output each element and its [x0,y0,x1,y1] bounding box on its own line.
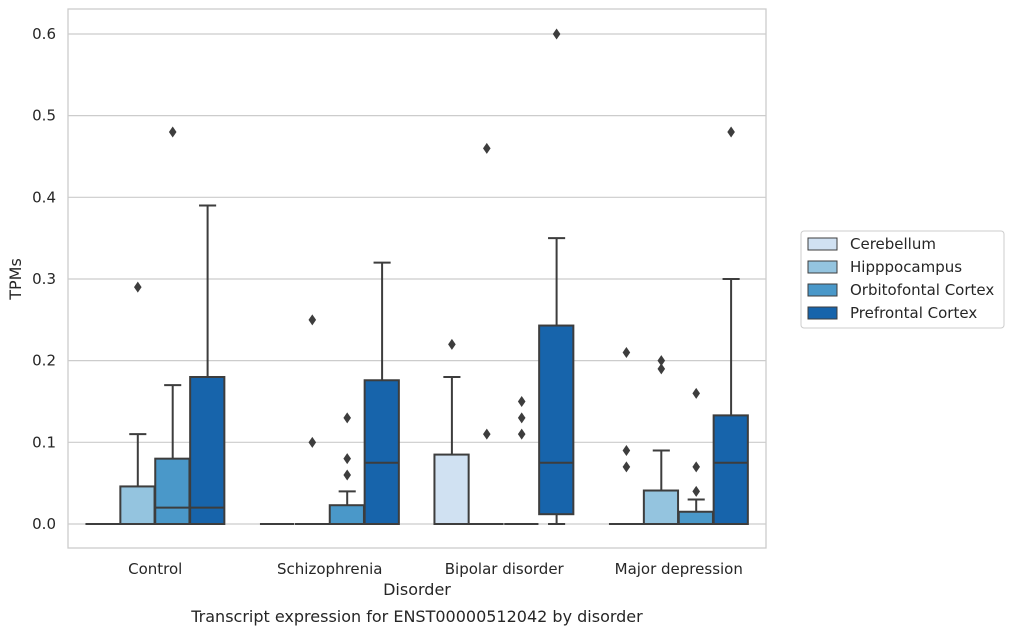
box-body [642,489,680,525]
outlier-point [692,387,700,399]
outlier-point [622,444,631,456]
outlier-point [448,338,456,350]
outlier-point [483,428,491,440]
chart-caption: Transcript expression for ENST0000051204… [190,607,643,626]
y-tick-label: 0.3 [32,270,56,288]
outlier-point [727,126,735,138]
x-axis-label: Disorder [383,580,451,599]
outlier-point [308,314,317,326]
x-tick-label: Schizophrenia [277,560,382,578]
box [328,412,365,526]
outlier-point [343,412,351,424]
y-gridlines [68,33,766,525]
y-axis-label: TPMs [6,258,25,301]
y-tick-label: 0.4 [32,188,56,206]
outlier-point [483,142,491,154]
box-body [154,457,191,525]
outlier-point [692,461,700,473]
box [154,126,191,525]
legend-swatch [807,237,838,251]
y-tick-label: 0.0 [32,515,56,533]
legend: Cerebellum Hipppocampus Orbitofontal Corte… [800,230,1005,329]
box-body [433,453,470,526]
box [469,142,504,525]
y-tick-label: 0.6 [32,25,56,43]
box [433,338,470,526]
box [642,355,680,525]
box [363,261,400,525]
box-body [328,504,365,526]
outlier-point [622,461,631,473]
outlier-point [552,28,561,40]
outlier-point [517,395,526,407]
legend-item: Orbitofontal Cortex [807,281,994,299]
box-body [677,510,714,526]
legend-label: Orbitofontal Cortex [850,281,994,299]
legend-swatch [807,306,838,320]
box [677,387,714,526]
outlier-point [168,126,177,138]
plot-frame [67,8,767,549]
x-tick-label: Major depression [615,560,743,578]
legend-swatch [807,260,838,274]
box [504,395,539,525]
box-body [363,379,400,525]
legend-label: Hipppocampus [850,258,962,276]
box [712,126,749,526]
outlier-point [343,453,351,465]
outlier-point [657,363,666,375]
box [119,281,156,525]
box-plot-boxes [85,28,749,526]
outlier-point [622,346,631,358]
outlier-point [657,355,666,367]
y-tick-label: 0.1 [32,433,56,451]
legend-frame [800,230,1005,329]
outlier-point [692,485,700,497]
legend-swatch [807,283,838,297]
outlier-point [517,412,526,424]
legend-label: Cerebellum [850,235,936,253]
outlier-point [343,469,351,481]
legend-item: Hipppocampus [807,258,962,276]
box [189,204,226,525]
outlier-point [308,436,317,448]
x-tick-labels: Control Schizophrenia Bipolar disorder Majo… [128,560,743,578]
box-body [712,414,749,526]
y-tick-labels: 0.0 0.1 0.2 0.3 0.4 0.5 0.6 [32,25,56,533]
y-tick-label: 0.2 [32,352,56,370]
outlier-point [517,428,526,440]
box [608,346,644,525]
legend-item: Cerebellum [807,235,936,253]
box-body [189,375,226,525]
box [294,314,330,525]
y-tick-label: 0.5 [32,107,56,125]
legend-item: Prefrontal Cortex [807,304,977,322]
legend-label: Prefrontal Cortex [850,304,977,322]
box-body [538,324,575,516]
box [538,28,575,525]
outlier-point [134,281,142,293]
box-body [119,485,156,525]
x-tick-label: Control [128,560,182,578]
x-tick-label: Bipolar disorder [445,560,565,578]
